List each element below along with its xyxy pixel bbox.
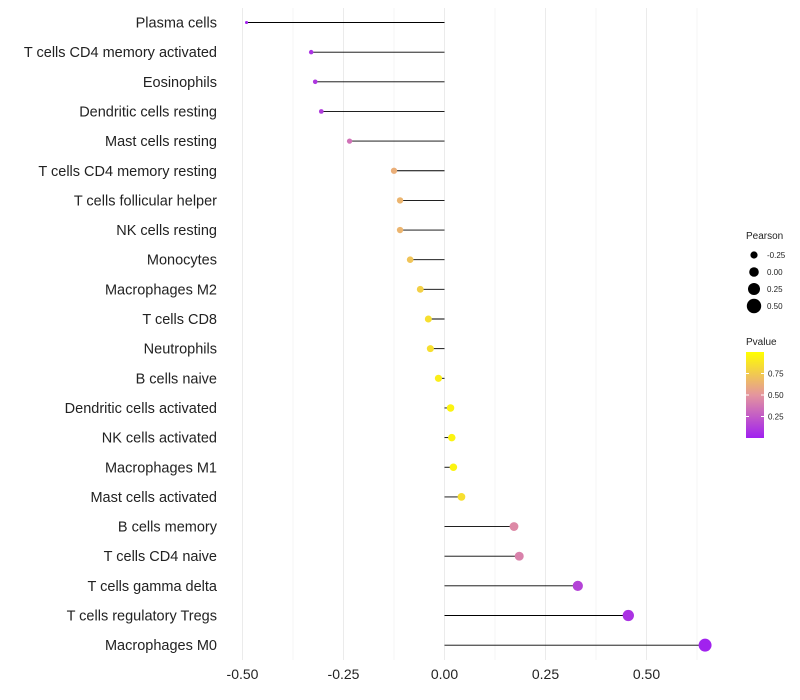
data-point	[390, 167, 398, 174]
y-tick-label: NK cells resting	[116, 223, 217, 239]
y-tick-label: T cells gamma delta	[88, 579, 218, 595]
y-tick-label: Plasma cells	[136, 16, 217, 32]
y-tick-label: B cells naive	[136, 371, 217, 387]
legend-size-label: 0.50	[767, 302, 783, 311]
y-tick-label: T cells regulatory Tregs	[67, 609, 217, 625]
legend-pearson-title: Pearson	[746, 231, 783, 242]
y-tick-label: T cells CD4 memory activated	[24, 45, 217, 61]
y-tick-label: Mast cells resting	[105, 134, 217, 150]
data-point	[448, 433, 456, 442]
data-point	[434, 374, 443, 382]
y-tick-label: Dendritic cells resting	[79, 104, 217, 120]
y-tick-label: B cells memory	[118, 520, 218, 536]
legend-size-key	[748, 283, 760, 295]
legend-size-key	[749, 267, 759, 277]
legend-size-key	[750, 251, 758, 259]
data-point	[308, 49, 314, 55]
y-tick-label: T cells CD8	[142, 312, 217, 328]
legend-color-label: 0.50	[768, 391, 784, 400]
data-point	[346, 138, 353, 144]
lollipop-dots	[244, 20, 712, 652]
legend-color-label: 0.25	[768, 413, 784, 422]
y-tick-label: NK cells activated	[102, 431, 217, 447]
legend-colorbar	[746, 352, 764, 438]
y-tick-label: Macrophages M1	[105, 460, 217, 476]
legend-color-label: 0.75	[768, 370, 784, 379]
y-tick-label: Monocytes	[147, 253, 217, 269]
legend-size-label: 0.25	[767, 285, 783, 294]
data-point	[244, 20, 249, 25]
y-axis-labels: Plasma cells T cells CD4 memory activated…	[24, 16, 218, 655]
data-point	[572, 580, 583, 591]
grid-lines	[242, 8, 698, 660]
data-point	[396, 197, 404, 204]
y-tick-label: Neutrophils	[144, 342, 217, 358]
data-point	[318, 109, 324, 114]
data-point	[424, 315, 432, 323]
x-tick-label: -0.50	[227, 666, 259, 682]
data-point	[426, 345, 434, 353]
x-tick-label: 0.00	[431, 666, 458, 682]
y-tick-label: T cells follicular helper	[74, 193, 217, 209]
y-tick-label: Mast cells activated	[90, 490, 217, 506]
y-tick-label: T cells CD4 memory resting	[38, 164, 217, 180]
data-point	[509, 522, 519, 531]
legend-pvalue-title: Pvalue	[746, 337, 777, 348]
legend-pearson: Pearson -0.25 0.00 0.25 0.50	[746, 231, 786, 314]
data-point	[622, 609, 634, 622]
data-point	[312, 79, 318, 85]
data-point	[457, 493, 466, 501]
x-tick-label: 0.25	[532, 666, 559, 682]
legend-size-label: 0.00	[767, 268, 783, 277]
legend-size-key	[746, 298, 762, 314]
data-point	[514, 551, 524, 561]
data-point	[698, 638, 712, 652]
x-tick-label: -0.25	[328, 666, 360, 682]
x-axis-labels: -0.50 -0.25 0.00 0.25 0.50	[227, 666, 661, 682]
data-point	[446, 404, 455, 412]
lollipop-stems	[246, 22, 706, 646]
data-point	[406, 256, 414, 264]
legend-size-label: -0.25	[767, 251, 786, 260]
y-tick-label: T cells CD4 naive	[104, 549, 217, 565]
y-tick-label: Eosinophils	[143, 75, 217, 91]
y-tick-label: Macrophages M2	[105, 282, 217, 298]
y-tick-label: Macrophages M0	[105, 638, 217, 654]
data-point	[396, 226, 404, 234]
y-tick-label: Dendritic cells activated	[65, 401, 217, 417]
data-point	[416, 285, 424, 293]
x-tick-label: 0.50	[633, 666, 660, 682]
data-point	[449, 463, 458, 472]
legend-pvalue: Pvalue 0.75 0.50 0.25	[746, 337, 784, 438]
